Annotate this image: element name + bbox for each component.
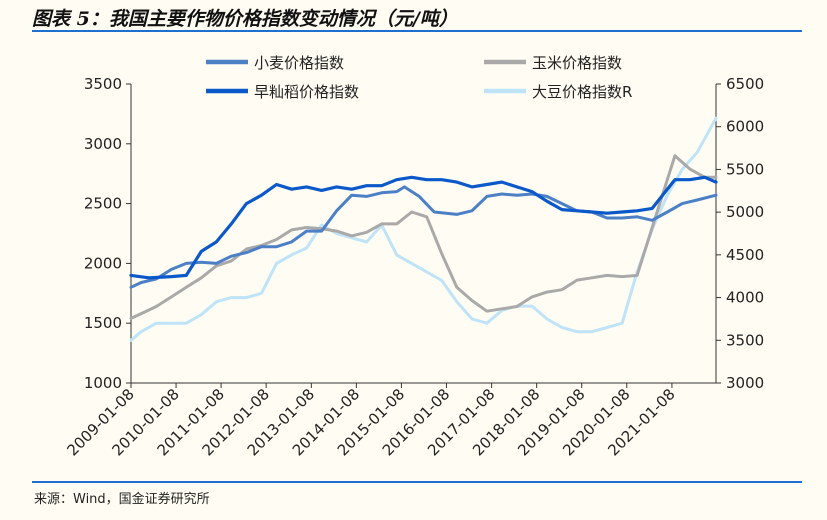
y-tick-left-label: 1000	[84, 374, 122, 392]
series-line-0	[129, 185, 718, 289]
y-tick-right-label: 3500	[726, 331, 764, 349]
series-line-2	[129, 175, 718, 280]
title-rule	[32, 30, 802, 32]
chart-title: 图表 5：我国主要作物价格指数变动情况（元/吨）	[32, 8, 458, 30]
y-tick-left-label: 2500	[84, 195, 122, 213]
chart: 1000 1500 2000 2500 3000 3500 3000 3500 4000 4500…	[63, 54, 764, 459]
y-tick-right-label: 5000	[726, 203, 764, 221]
y-tick-right-label: 6000	[726, 118, 764, 136]
series-line-3	[129, 116, 718, 342]
y-tick-right-label: 3000	[726, 374, 764, 392]
legend-label-1: 玉米价格指数	[532, 54, 622, 72]
legend-label-2: 早籼稻价格指数	[254, 83, 359, 101]
y-tick-right-label: 5500	[726, 160, 764, 178]
legend-label-3: 大豆价格指数R	[532, 83, 632, 101]
y-tick-left-label: 1500	[84, 314, 122, 332]
source-note: 来源：Wind，国金证券研究所	[34, 492, 210, 507]
y-tick-left-label: 2000	[84, 254, 122, 272]
y-tick-left-label: 3500	[84, 75, 122, 93]
series-line-1	[129, 154, 718, 320]
plot-area: 1000 1500 2000 2500 3000 3500 3000 3500 4000 4500…	[63, 75, 764, 459]
legend-label-0: 小麦价格指数	[254, 54, 344, 72]
y-tick-right-label: 4000	[726, 289, 764, 307]
bottom-rule	[32, 481, 802, 483]
y-tick-left-label: 3000	[84, 135, 122, 153]
y-tick-right-label: 4500	[726, 246, 764, 264]
y-tick-right-label: 6500	[726, 75, 764, 93]
